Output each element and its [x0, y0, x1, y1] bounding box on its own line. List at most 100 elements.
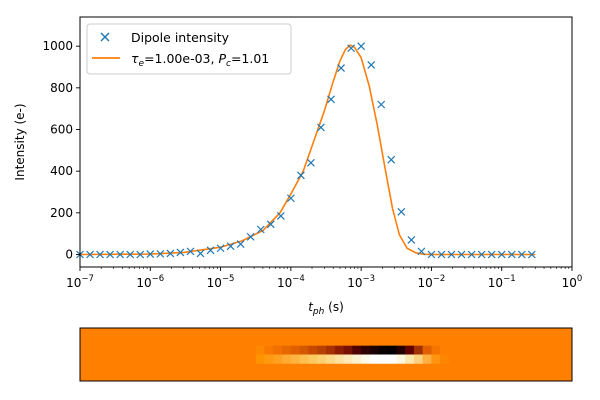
x-axis-label: tph (s) [308, 300, 344, 317]
heatmap-cell [334, 354, 344, 364]
heatmap-cell [440, 345, 450, 355]
data-point [236, 240, 245, 249]
data-point [136, 250, 145, 259]
data-point [186, 247, 195, 256]
heatmap-cell [352, 354, 362, 364]
heatmap-cell [413, 345, 424, 355]
data-point [116, 250, 125, 259]
heatmap-cell [290, 354, 301, 364]
heatmap-cell [308, 354, 318, 364]
heatmap-cell [334, 345, 344, 355]
legend: Dipole intensity τe=1.00e-03, Pc=1.01 [86, 23, 292, 75]
legend-marker-label: Dipole intensity [131, 30, 230, 45]
heatmap-cell [343, 345, 353, 355]
data-point [337, 64, 345, 72]
heatmap-cell [378, 354, 388, 364]
x-tick-label: 100 [562, 274, 583, 290]
heatmap-cell [317, 345, 327, 355]
data-point [166, 249, 175, 258]
y-tick-label: 0 [65, 248, 73, 262]
data-point [206, 246, 215, 255]
heatmap-cell [413, 354, 424, 364]
x-tick-label: 10−4 [277, 274, 305, 290]
data-point [417, 247, 426, 256]
x-tick-label: 10−2 [418, 274, 446, 290]
y-tick-label: 800 [50, 81, 73, 95]
y-tick-label: 600 [50, 123, 73, 137]
heatmap-cell [282, 345, 292, 355]
data-point [357, 42, 366, 51]
legend-marker-icon [100, 32, 110, 42]
plot-frame [79, 16, 573, 268]
heatmap-cell [326, 354, 336, 364]
heatmap-cell [369, 354, 380, 364]
data-point [347, 44, 356, 53]
data-point [367, 60, 376, 69]
heatmap-cell [273, 354, 283, 364]
heatmap-cell [378, 345, 388, 355]
series-layer [76, 42, 536, 259]
data-point [327, 95, 335, 104]
data-point [457, 250, 466, 259]
data-point [246, 232, 255, 241]
data-point [407, 235, 416, 244]
x-tick-label: 10−6 [136, 274, 164, 290]
data-point [517, 250, 526, 259]
data-point [377, 100, 386, 109]
heatmap-cell [405, 345, 415, 355]
data-point [216, 244, 225, 253]
data-point [96, 250, 104, 259]
data-point [146, 250, 155, 259]
heatmap-cell [282, 354, 292, 364]
heatmap-cell [440, 354, 450, 364]
x-tick-label: 10−3 [347, 274, 375, 290]
heatmap-cell [317, 354, 327, 364]
heatmap-cell [264, 345, 274, 355]
data-point [477, 250, 486, 259]
heatmap-cell [343, 354, 353, 364]
heatmap-cell [352, 345, 362, 355]
data-point [397, 207, 406, 216]
x-tick-label: 10−1 [488, 274, 516, 290]
data-point [467, 250, 476, 259]
heatmap-cell [405, 354, 415, 364]
y-axis: 0 200 400 600 800 1000 [42, 39, 80, 262]
x-tick-label: 10−7 [66, 274, 94, 290]
data-point [427, 250, 436, 259]
heatmap-cell [422, 354, 432, 364]
data-point [286, 194, 295, 203]
data-point [487, 250, 496, 259]
data-point [176, 248, 185, 257]
heatmap-cell [264, 354, 274, 364]
heatmap-cell [290, 345, 301, 355]
x-tick-label: 10−5 [207, 274, 235, 290]
x-axis: 10−7 10−6 10−5 10−4 10−3 10−2 10−1 100 [66, 267, 582, 290]
heatmap-cell [255, 345, 265, 355]
data-point [226, 242, 235, 251]
heatmap-cell [299, 345, 309, 355]
legend-fit-label: τe=1.00e-03, Pc=1.01 [131, 51, 269, 69]
heatmap-cell [431, 345, 441, 355]
data-point [196, 249, 205, 258]
y-tick-label: 400 [50, 164, 73, 178]
heatmap-cell [361, 354, 371, 364]
heatmap-strip [80, 328, 572, 381]
data-point [497, 250, 506, 259]
data-point [437, 250, 446, 259]
y-axis-label: Intensity (e-) [13, 103, 27, 180]
heatmap-cell [396, 345, 406, 355]
heatmap-cell [299, 354, 309, 364]
data-point [256, 225, 265, 234]
legend-box [86, 23, 292, 75]
heatmap-cell [361, 345, 371, 355]
data-point [447, 250, 456, 259]
data-point [156, 249, 165, 258]
heatmap-cell [431, 354, 441, 364]
fit-line [79, 44, 536, 256]
data-point [276, 212, 285, 220]
data-point [527, 250, 536, 259]
data-point [296, 171, 305, 180]
heatmap-cell [387, 354, 397, 364]
data-point [507, 250, 516, 259]
